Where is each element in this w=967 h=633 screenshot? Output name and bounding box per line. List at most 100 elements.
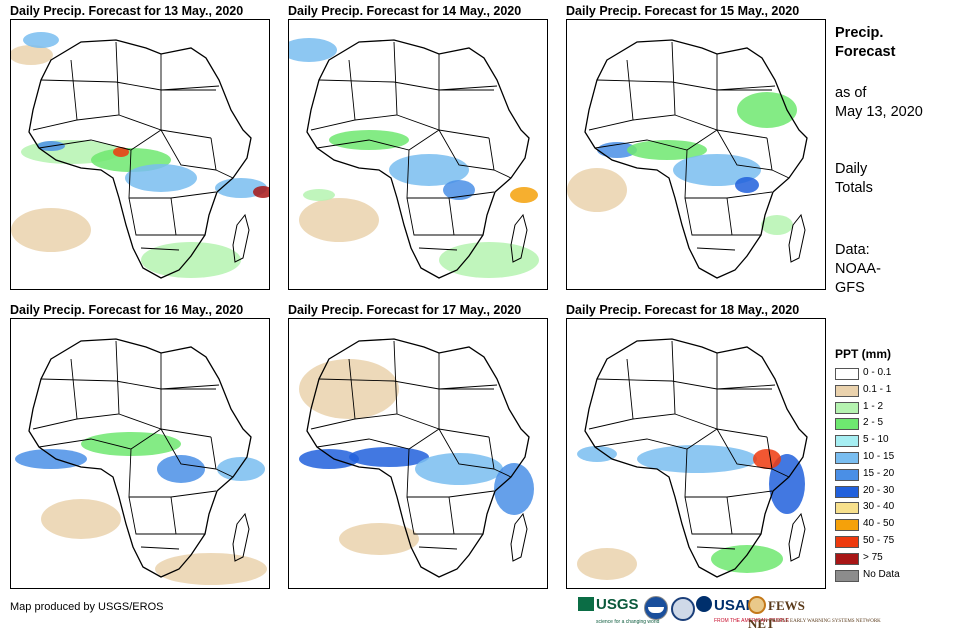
precip-map [288,19,548,290]
country-border [596,79,776,91]
country-border [406,197,454,236]
precip-area [711,545,783,573]
country-border [40,79,220,91]
precip-map [566,318,826,589]
country-border [318,378,498,390]
source-line1: Data: [835,242,870,258]
precip-area [81,432,181,456]
legend-swatch [835,452,859,464]
precip-area [11,45,53,65]
forecast-panel-6: Daily Precip. Forecast for 18 May., 2020 [566,303,828,589]
legend-label: > 75 [863,551,883,563]
country-border [438,129,495,171]
precip-area [577,548,637,580]
country-border [418,247,458,251]
sidebar-asof: as of May 13, 2020 [835,84,923,122]
usgs-logo: USGS science for a changing world [578,596,659,625]
precip-area [299,359,399,419]
country-border [684,448,773,498]
usaid-tagline: FROM THE AMERICAN PEOPLE [714,618,789,624]
sidebar-daily: Daily Totals [835,160,873,198]
africa-map-image [567,20,825,289]
usgs-wordmark: USGS [596,596,639,613]
precip-area [389,154,469,186]
precip-area [735,177,759,193]
precip-area [637,445,757,473]
fews-globe-icon [748,596,766,614]
precip-map [566,19,826,290]
country-border [160,129,217,171]
madagascar-outline [232,512,250,562]
panel-title: Daily Precip. Forecast for 14 May., 2020 [288,4,522,18]
precip-area [737,92,797,128]
asof-label: as of [835,85,867,101]
country-border [318,79,498,91]
africa-map-image [11,319,269,588]
precip-area [494,463,534,515]
panel-title: Daily Precip. Forecast for 18 May., 2020 [566,303,800,317]
forecast-panel-4: Daily Precip. Forecast for 16 May., 2020 [10,303,272,589]
precip-area [567,168,627,212]
madagascar-outline [232,213,250,263]
legend-swatch [835,485,859,498]
legend-swatch [835,569,859,582]
logo-strip: USGS science for a changing world USAID … [578,596,881,631]
legend-label: 40 - 50 [863,518,895,530]
country-border [716,129,773,171]
africa-map-image [11,20,269,289]
legend-label: 15 - 20 [863,467,895,479]
legend-swatch [835,401,859,414]
usgs-tagline: science for a changing world [596,619,660,625]
precip-area [349,447,429,467]
precip-area [577,446,617,462]
precip-area [769,454,805,514]
precip-area [23,32,59,48]
usgs-mark-icon [578,597,594,611]
madagascar-outline [788,512,806,562]
precip-map [10,318,270,589]
precip-area [415,453,503,485]
country-border [128,197,176,236]
usaid-seal-icon [696,596,712,612]
precip-area [253,186,269,198]
panel-title: Daily Precip. Forecast for 13 May., 2020 [10,4,244,18]
forecast-panel-1: Daily Precip. Forecast for 13 May., 2020 [10,4,272,290]
legend-label: 0.1 - 1 [863,383,892,395]
country-border [684,496,732,535]
precip-area [155,553,267,585]
country-border [684,197,732,236]
legend-label: No Data [863,568,900,580]
precip-area [339,523,419,555]
legend-swatch [835,384,859,397]
legend-label: 1 - 2 [863,400,884,412]
sidebar-title-line2: Forecast [835,44,896,60]
precip-area [11,208,91,252]
country-border [406,149,495,199]
legend-label: 5 - 10 [863,434,889,446]
asof-date: May 13, 2020 [835,104,923,120]
forecast-panel-5: Daily Precip. Forecast for 17 May., 2020 [288,303,550,589]
precip-area [113,147,129,157]
africa-map-image [289,319,547,588]
legend-label: 10 - 15 [863,451,895,462]
country-border [406,448,495,498]
precip-map [10,19,270,290]
fews-tagline: FAMINE EARLY WARNING SYSTEMS NETWORK [770,619,881,624]
legend-label: 50 - 75 [863,535,895,546]
country-border [438,428,495,470]
country-border [40,378,220,390]
precip-area [217,457,265,481]
country-border [696,247,736,251]
country-border [128,496,176,535]
coastline [306,338,530,578]
country-border [418,546,458,550]
precip-area [673,154,761,186]
precip-area [761,215,793,235]
coastline [28,39,252,279]
legend-label: 30 - 40 [863,501,895,513]
legend-swatch [835,519,859,532]
country-border [140,247,180,251]
africa-map-image [567,319,825,588]
country-border [140,546,180,550]
panel-title: Daily Precip. Forecast for 17 May., 2020 [288,303,522,317]
